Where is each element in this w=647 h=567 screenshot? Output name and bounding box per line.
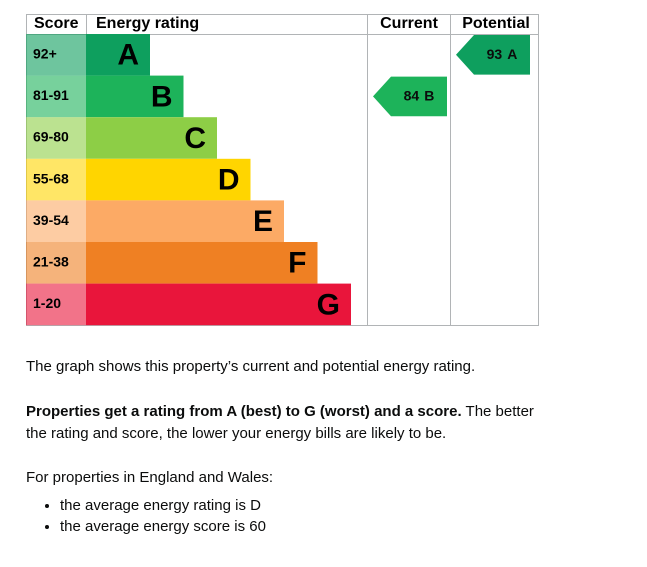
rating-letter: G xyxy=(317,288,340,321)
averages-list: the average energy rating is D the avera… xyxy=(26,495,546,537)
rating-bar xyxy=(86,283,351,326)
potential-letter: A xyxy=(507,46,517,62)
rating-letter: C xyxy=(184,122,206,155)
score-range: 69-80 xyxy=(33,129,69,145)
potential-score: 93 xyxy=(487,46,503,62)
epc-chart: Score Energy rating Current Potential 92… xyxy=(26,14,539,326)
rating-letter: B xyxy=(151,80,173,113)
explanation-text: The better the rating and score, the low… xyxy=(26,403,534,442)
score-range: 55-68 xyxy=(33,170,69,186)
score-range: 1-20 xyxy=(33,295,61,311)
potential-header: Potential xyxy=(462,15,530,32)
score-cell xyxy=(26,158,86,201)
rating-letter: D xyxy=(218,164,240,197)
current-header: Current xyxy=(380,15,438,32)
average-item: the average energy score is 60 xyxy=(60,516,546,537)
region-text: For properties in England and Wales: xyxy=(26,469,274,486)
score-range: 81-91 xyxy=(33,87,69,103)
average-item: the average energy rating is D xyxy=(60,495,546,516)
rating-letter: A xyxy=(117,39,139,72)
rating-bar xyxy=(86,117,217,159)
current-arrow xyxy=(373,76,447,117)
rating-letter: E xyxy=(253,205,273,238)
score-cell xyxy=(26,34,86,76)
rating-bar xyxy=(86,75,184,118)
score-range: 39-54 xyxy=(33,212,69,228)
rating-bar xyxy=(86,34,150,76)
score-cell xyxy=(26,242,86,284)
score-header: Score xyxy=(34,15,79,32)
current-label: 84 B xyxy=(404,87,435,103)
rating-bar xyxy=(86,200,284,242)
bold-text: Properties get a rating from A (best) to… xyxy=(26,403,462,420)
score-cell xyxy=(26,283,86,326)
intro-text: The graph shows this property’s current … xyxy=(26,358,476,375)
score-cell xyxy=(26,75,86,118)
rating-letter: F xyxy=(288,247,306,280)
rating-bar xyxy=(86,242,318,284)
score-cell xyxy=(26,200,86,242)
current-score: 84 xyxy=(404,87,420,103)
rating-explanation: Properties get a rating from A (best) to… xyxy=(26,401,546,445)
rating-header: Energy rating xyxy=(96,15,199,32)
rating-bar xyxy=(86,158,251,201)
score-range: 21-38 xyxy=(33,254,69,270)
current-letter: B xyxy=(424,87,434,103)
score-cell xyxy=(26,117,86,159)
score-range: 92+ xyxy=(33,46,57,62)
potential-arrow xyxy=(456,35,530,75)
potential-label: 93 A xyxy=(487,46,518,62)
